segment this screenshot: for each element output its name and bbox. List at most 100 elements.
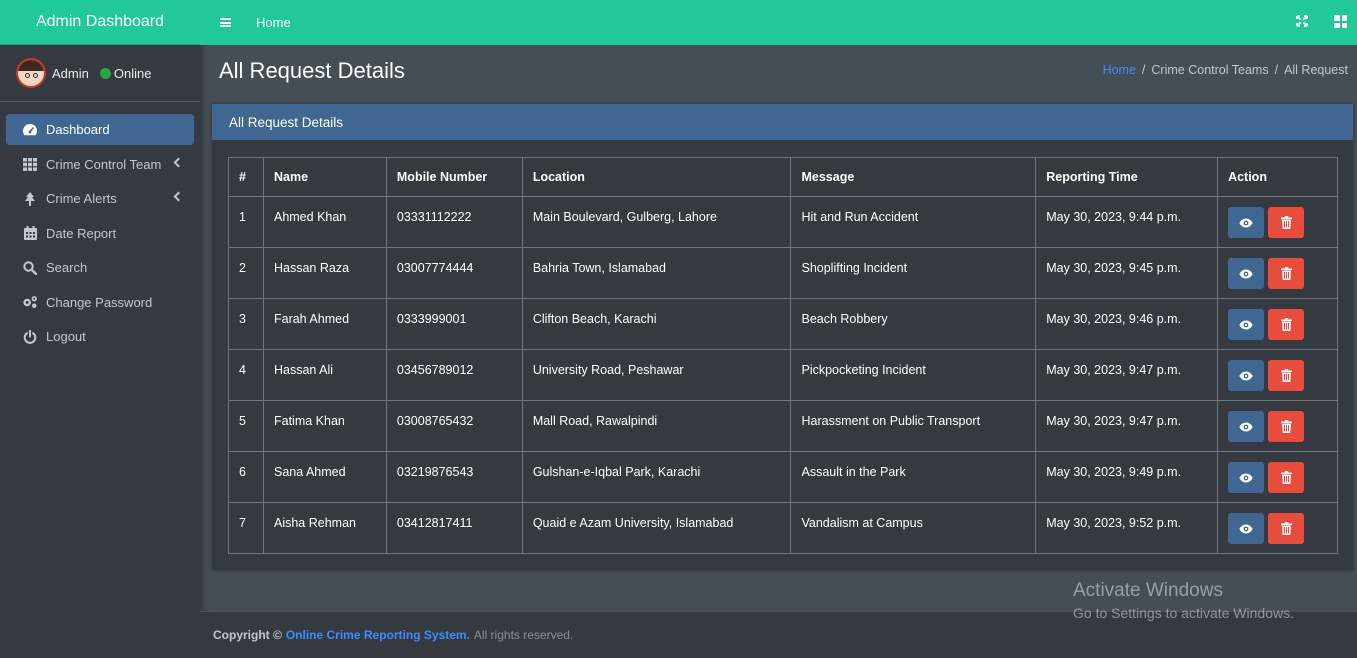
row-mobile: 03456789012 (385, 349, 523, 401)
breadcrumb: Home / Crime Control Teams / All Request (1102, 63, 1348, 77)
watermark-subtitle: Go to Settings to activate Windows. (1073, 605, 1294, 621)
trash-icon (1280, 522, 1292, 535)
footer: Copyright © Online Crime Reporting Syste… (200, 611, 1357, 658)
sidebar-item-dashboard[interactable]: Dashboard (6, 114, 194, 145)
avatar[interactable] (16, 58, 46, 88)
view-button[interactable] (1228, 411, 1265, 442)
row-message: Vandalism at Campus (790, 502, 1037, 554)
view-button[interactable] (1228, 513, 1265, 544)
delete-button[interactable] (1268, 207, 1305, 238)
fullscreen-icon[interactable] (1296, 15, 1308, 27)
user-panel: Admin Online (0, 45, 200, 102)
row-name: Ahmed Khan (262, 196, 387, 248)
eye-icon (1239, 422, 1253, 431)
sidebar-item-crime-alerts[interactable]: Crime Alerts (6, 183, 194, 214)
delete-button[interactable] (1268, 411, 1305, 442)
row-reporting-time: May 30, 2023, 9:47 p.m. (1035, 400, 1219, 452)
eye-icon (1239, 218, 1253, 227)
sidebar-item-crime-control-team[interactable]: Crime Control Team (6, 149, 194, 180)
column-header: Reporting Time (1035, 157, 1219, 197)
delete-button[interactable] (1268, 258, 1305, 289)
breadcrumb-home-link[interactable]: Home (1102, 63, 1136, 77)
requests-table-wrapper: # Name Mobile Number Location Message Re… (228, 157, 1338, 554)
requests-card: All Request Details # Name Mobile Number… (212, 104, 1353, 570)
calendar-icon (22, 226, 38, 240)
sidebar-item-logout[interactable]: Logout (6, 321, 194, 352)
row-index: 5 (228, 400, 264, 452)
row-name: Sana Ahmed (262, 451, 387, 503)
row-actions (1217, 196, 1338, 248)
user-name[interactable]: Admin (52, 65, 89, 81)
trash-icon (1280, 318, 1292, 331)
row-actions (1217, 298, 1338, 350)
row-mobile: 03412817411 (385, 502, 523, 554)
row-name: Hassan Ali (262, 349, 387, 401)
row-message: Pickpocketing Incident (790, 349, 1037, 401)
column-header: # (228, 157, 264, 197)
footer-system-link[interactable]: Online Crime Reporting System. (285, 628, 470, 642)
sidebar-item-search[interactable]: Search (6, 252, 194, 283)
row-location: University Road, Peshawar (521, 349, 792, 401)
row-reporting-time: May 30, 2023, 9:49 p.m. (1035, 451, 1219, 503)
trash-icon (1280, 369, 1292, 382)
row-index: 3 (228, 298, 264, 350)
delete-button[interactable] (1268, 462, 1305, 493)
row-location: Bahria Town, Islamabad (521, 247, 792, 299)
row-mobile: 03219876543 (385, 451, 523, 503)
row-actions (1217, 451, 1338, 503)
row-message: Shoplifting Incident (790, 247, 1037, 299)
delete-button[interactable] (1268, 513, 1305, 544)
row-reporting-time: May 30, 2023, 9:46 p.m. (1035, 298, 1219, 350)
eye-icon (1239, 320, 1253, 329)
brand-title[interactable]: Admin Dashboard (0, 0, 200, 45)
delete-button[interactable] (1268, 360, 1305, 391)
top-nav-home-link[interactable]: Home (256, 15, 291, 30)
row-actions (1217, 502, 1338, 554)
online-status-text: Online (113, 65, 152, 81)
row-name: Farah Ahmed (262, 298, 387, 350)
trash-icon (1280, 471, 1292, 484)
table-header-row: # Name Mobile Number Location Message Re… (228, 157, 1338, 197)
table-row: 7 Aisha Rehman 03412817411 Quaid e Azam Uni… (228, 502, 1338, 554)
sidebar-item-label: Search (46, 260, 88, 275)
row-mobile: 03007774444 (385, 247, 523, 299)
footer-rights: All rights reserved. (473, 628, 574, 642)
row-index: 1 (228, 196, 264, 248)
row-index: 2 (228, 247, 264, 299)
row-location: Quaid e Azam University, Islamabad (521, 502, 792, 554)
watermark-title: Activate Windows (1073, 580, 1223, 601)
eye-icon (1239, 524, 1253, 533)
menu-toggle-icon[interactable] (220, 18, 231, 27)
sidebar: Admin Dashboard Admin Online Dashboard C… (0, 0, 200, 658)
control-sidebar-icon[interactable] (1334, 15, 1347, 28)
row-mobile: 03331112222 (385, 196, 523, 248)
row-actions (1217, 349, 1338, 401)
view-button[interactable] (1228, 207, 1265, 238)
trash-icon (1280, 216, 1292, 229)
table-row: 1 Ahmed Khan 03331112222 Main Boulevard, Gu… (228, 196, 1338, 248)
row-mobile: 03008765432 (385, 400, 523, 452)
eye-icon (1239, 269, 1253, 278)
sidebar-item-label: Logout (46, 329, 86, 344)
eye-icon (1239, 371, 1253, 380)
column-header: Mobile Number (385, 157, 523, 197)
breadcrumb-current: All Request (1284, 63, 1348, 77)
row-mobile: 0333999001 (385, 298, 523, 350)
online-status-icon (99, 67, 111, 79)
sidebar-item-date-report[interactable]: Date Report (6, 218, 194, 249)
sidebar-nav: Dashboard Crime Control Team Crime Alert… (0, 102, 200, 352)
view-button[interactable] (1228, 258, 1265, 289)
row-reporting-time: May 30, 2023, 9:47 p.m. (1035, 349, 1219, 401)
sidebar-item-change-password[interactable]: Change Password (6, 287, 194, 318)
row-name: Aisha Rehman (262, 502, 387, 554)
view-button[interactable] (1228, 360, 1265, 391)
view-button[interactable] (1228, 309, 1265, 340)
tree-icon (22, 191, 38, 206)
view-button[interactable] (1228, 462, 1265, 493)
tachometer-icon (22, 123, 38, 137)
column-header: Action (1217, 157, 1338, 197)
row-name: Hassan Raza (262, 247, 387, 299)
row-name: Fatima Khan (262, 400, 387, 452)
delete-button[interactable] (1268, 309, 1305, 340)
table-row: 4 Hassan Ali 03456789012 University Road, P… (228, 349, 1338, 401)
